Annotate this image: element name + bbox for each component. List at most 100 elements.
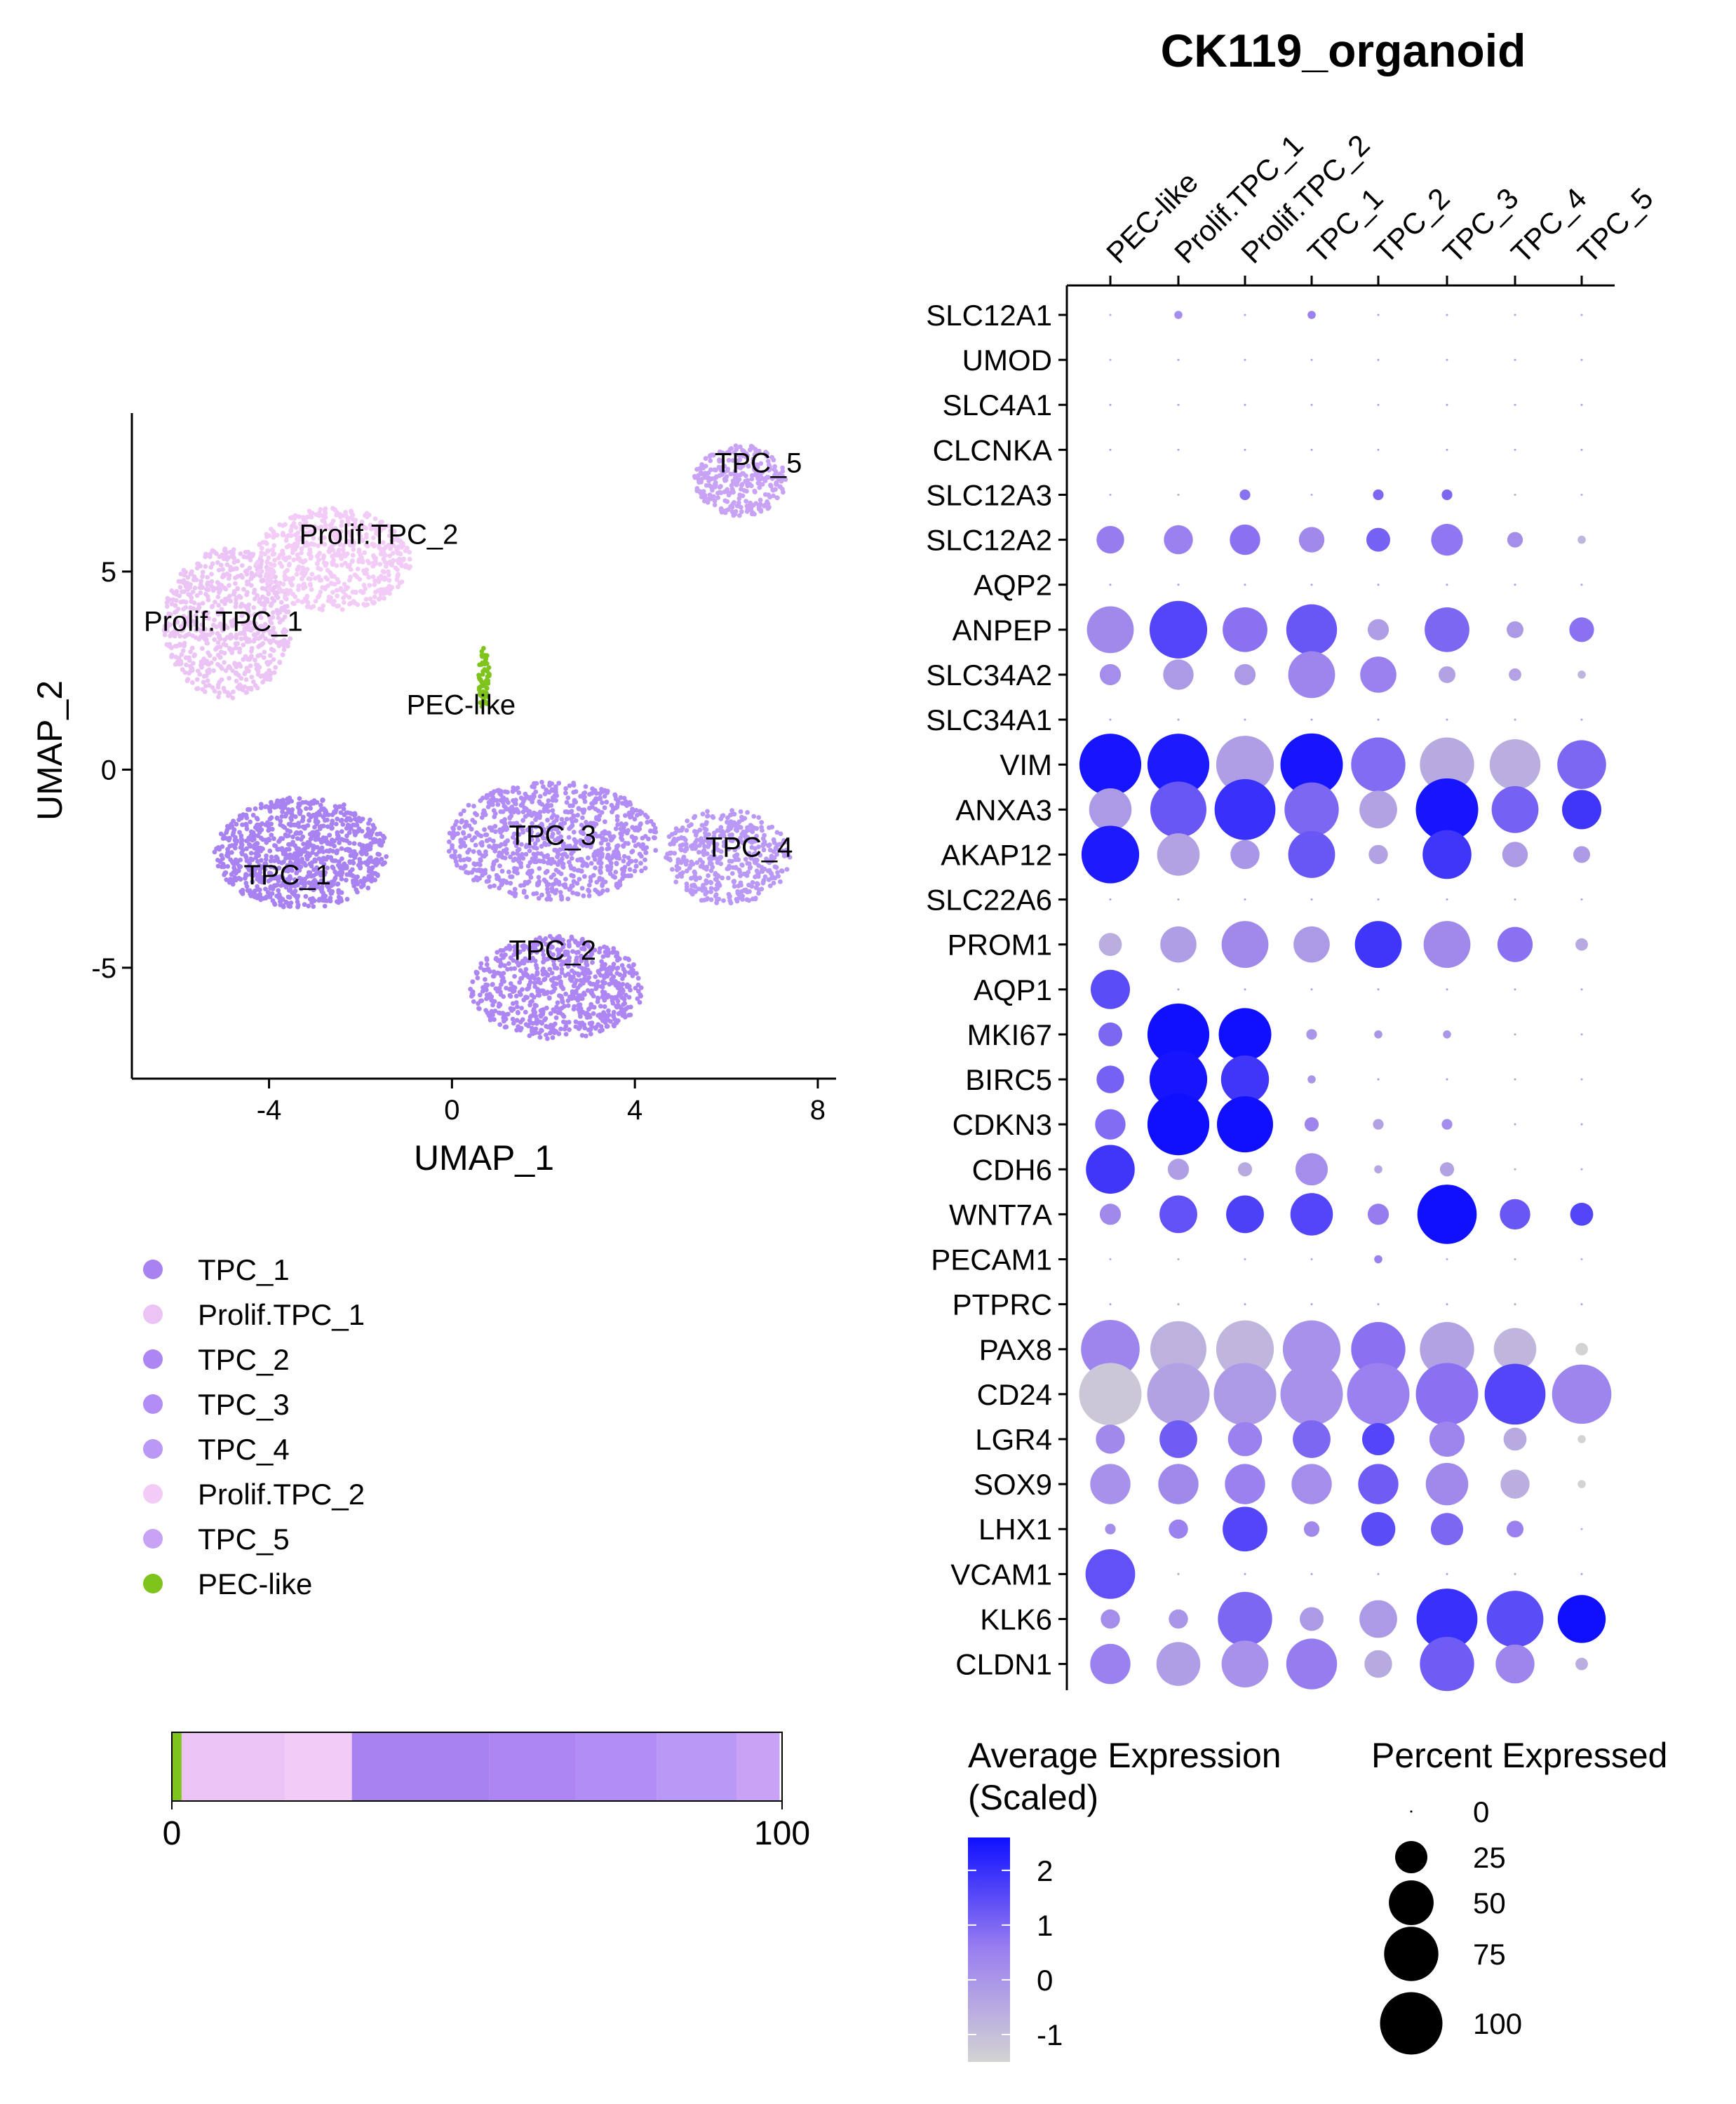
dotplot-dot [1244,718,1246,721]
umap-point [506,807,511,812]
umap-point [213,600,217,605]
dotplot-dot [1081,825,1140,884]
dotplot-dot [1366,527,1390,552]
umap-point [212,656,217,661]
umap-point [172,633,177,639]
umap-point [684,847,689,852]
umap-point [361,883,366,888]
umap-point [570,949,575,954]
umap-point [511,958,516,963]
umap-point [545,990,550,995]
umap-point [457,854,462,859]
umap-x-axis-label: UMAP_1 [414,1138,554,1178]
umap-point [702,844,707,849]
umap-point [738,835,743,841]
umap-point [368,817,372,823]
umap-point [365,885,371,891]
umap-point [754,868,760,874]
umap-point [245,619,250,623]
umap-point [370,600,375,605]
dotplot-dot [1580,1168,1583,1171]
umap-point [253,682,258,688]
umap-point [758,497,763,503]
umap-point [339,607,345,612]
umap-point [593,865,598,870]
umap-point [478,862,483,868]
umap-point [255,662,260,668]
umap-point [622,1014,628,1020]
umap-point [352,572,358,578]
umap-point [340,822,346,827]
umap-point [330,840,335,846]
umap-point [718,825,724,830]
umap-point [287,842,292,847]
umap-point [469,826,474,832]
umap-point [478,833,484,839]
umap-point [484,967,490,972]
umap-point [369,869,375,875]
umap-point [523,879,528,885]
umap-point [228,598,234,604]
umap-point [339,872,344,878]
umap-point [530,837,534,842]
umap-point [238,604,243,609]
umap-point [201,631,206,637]
umap-point [373,555,378,560]
umap-point [576,973,581,978]
umap-point [713,844,719,850]
umap-y-ticks: 50-5 [91,557,132,984]
umap-point [706,842,712,848]
umap-point [559,970,565,976]
umap-point [609,856,614,861]
umap-point [333,821,339,827]
umap-point [711,834,717,839]
umap-point [514,866,520,872]
umap-point [217,859,223,865]
umap-point [550,1035,556,1040]
umap-point [187,655,191,661]
umap-point [178,600,184,605]
dotplot-dot [1226,1195,1264,1234]
umap-point [579,830,584,835]
umap-point [365,858,371,863]
umap-point [459,819,464,825]
umap-point [330,506,335,511]
umap-point [244,826,250,832]
umap-point [321,814,326,820]
umap-point [527,848,532,854]
umap-point [269,567,274,572]
umap-point [234,838,240,844]
umap-point [255,822,260,828]
umap-point [219,853,224,858]
umap-point [698,838,704,844]
umap-point [580,843,586,848]
umap-point [339,898,344,903]
umap-point [529,813,534,818]
dotplot-dot [1177,898,1180,901]
umap-point [595,983,600,989]
umap-point [183,600,189,605]
umap-point [586,893,592,898]
umap-point [605,952,611,958]
umap-point [548,1011,553,1016]
umap-point [610,975,616,980]
umap-point [476,849,482,855]
umap-point [642,865,648,871]
umap-point [276,615,281,621]
umap-point [570,968,574,973]
umap-point [554,966,560,971]
dotplot-gene-label: CDKN3 [953,1108,1052,1141]
umap-point [780,487,785,492]
umap-point [199,663,204,668]
umap-point [388,586,393,592]
umap-point [276,865,282,871]
umap-point [518,861,523,867]
umap-point [573,988,579,994]
umap-point [608,971,613,976]
umap-point [238,840,244,846]
umap-point [388,546,393,551]
umap-point [560,959,566,964]
umap-point [633,808,639,813]
umap-point [316,511,322,515]
umap-point [553,817,559,823]
